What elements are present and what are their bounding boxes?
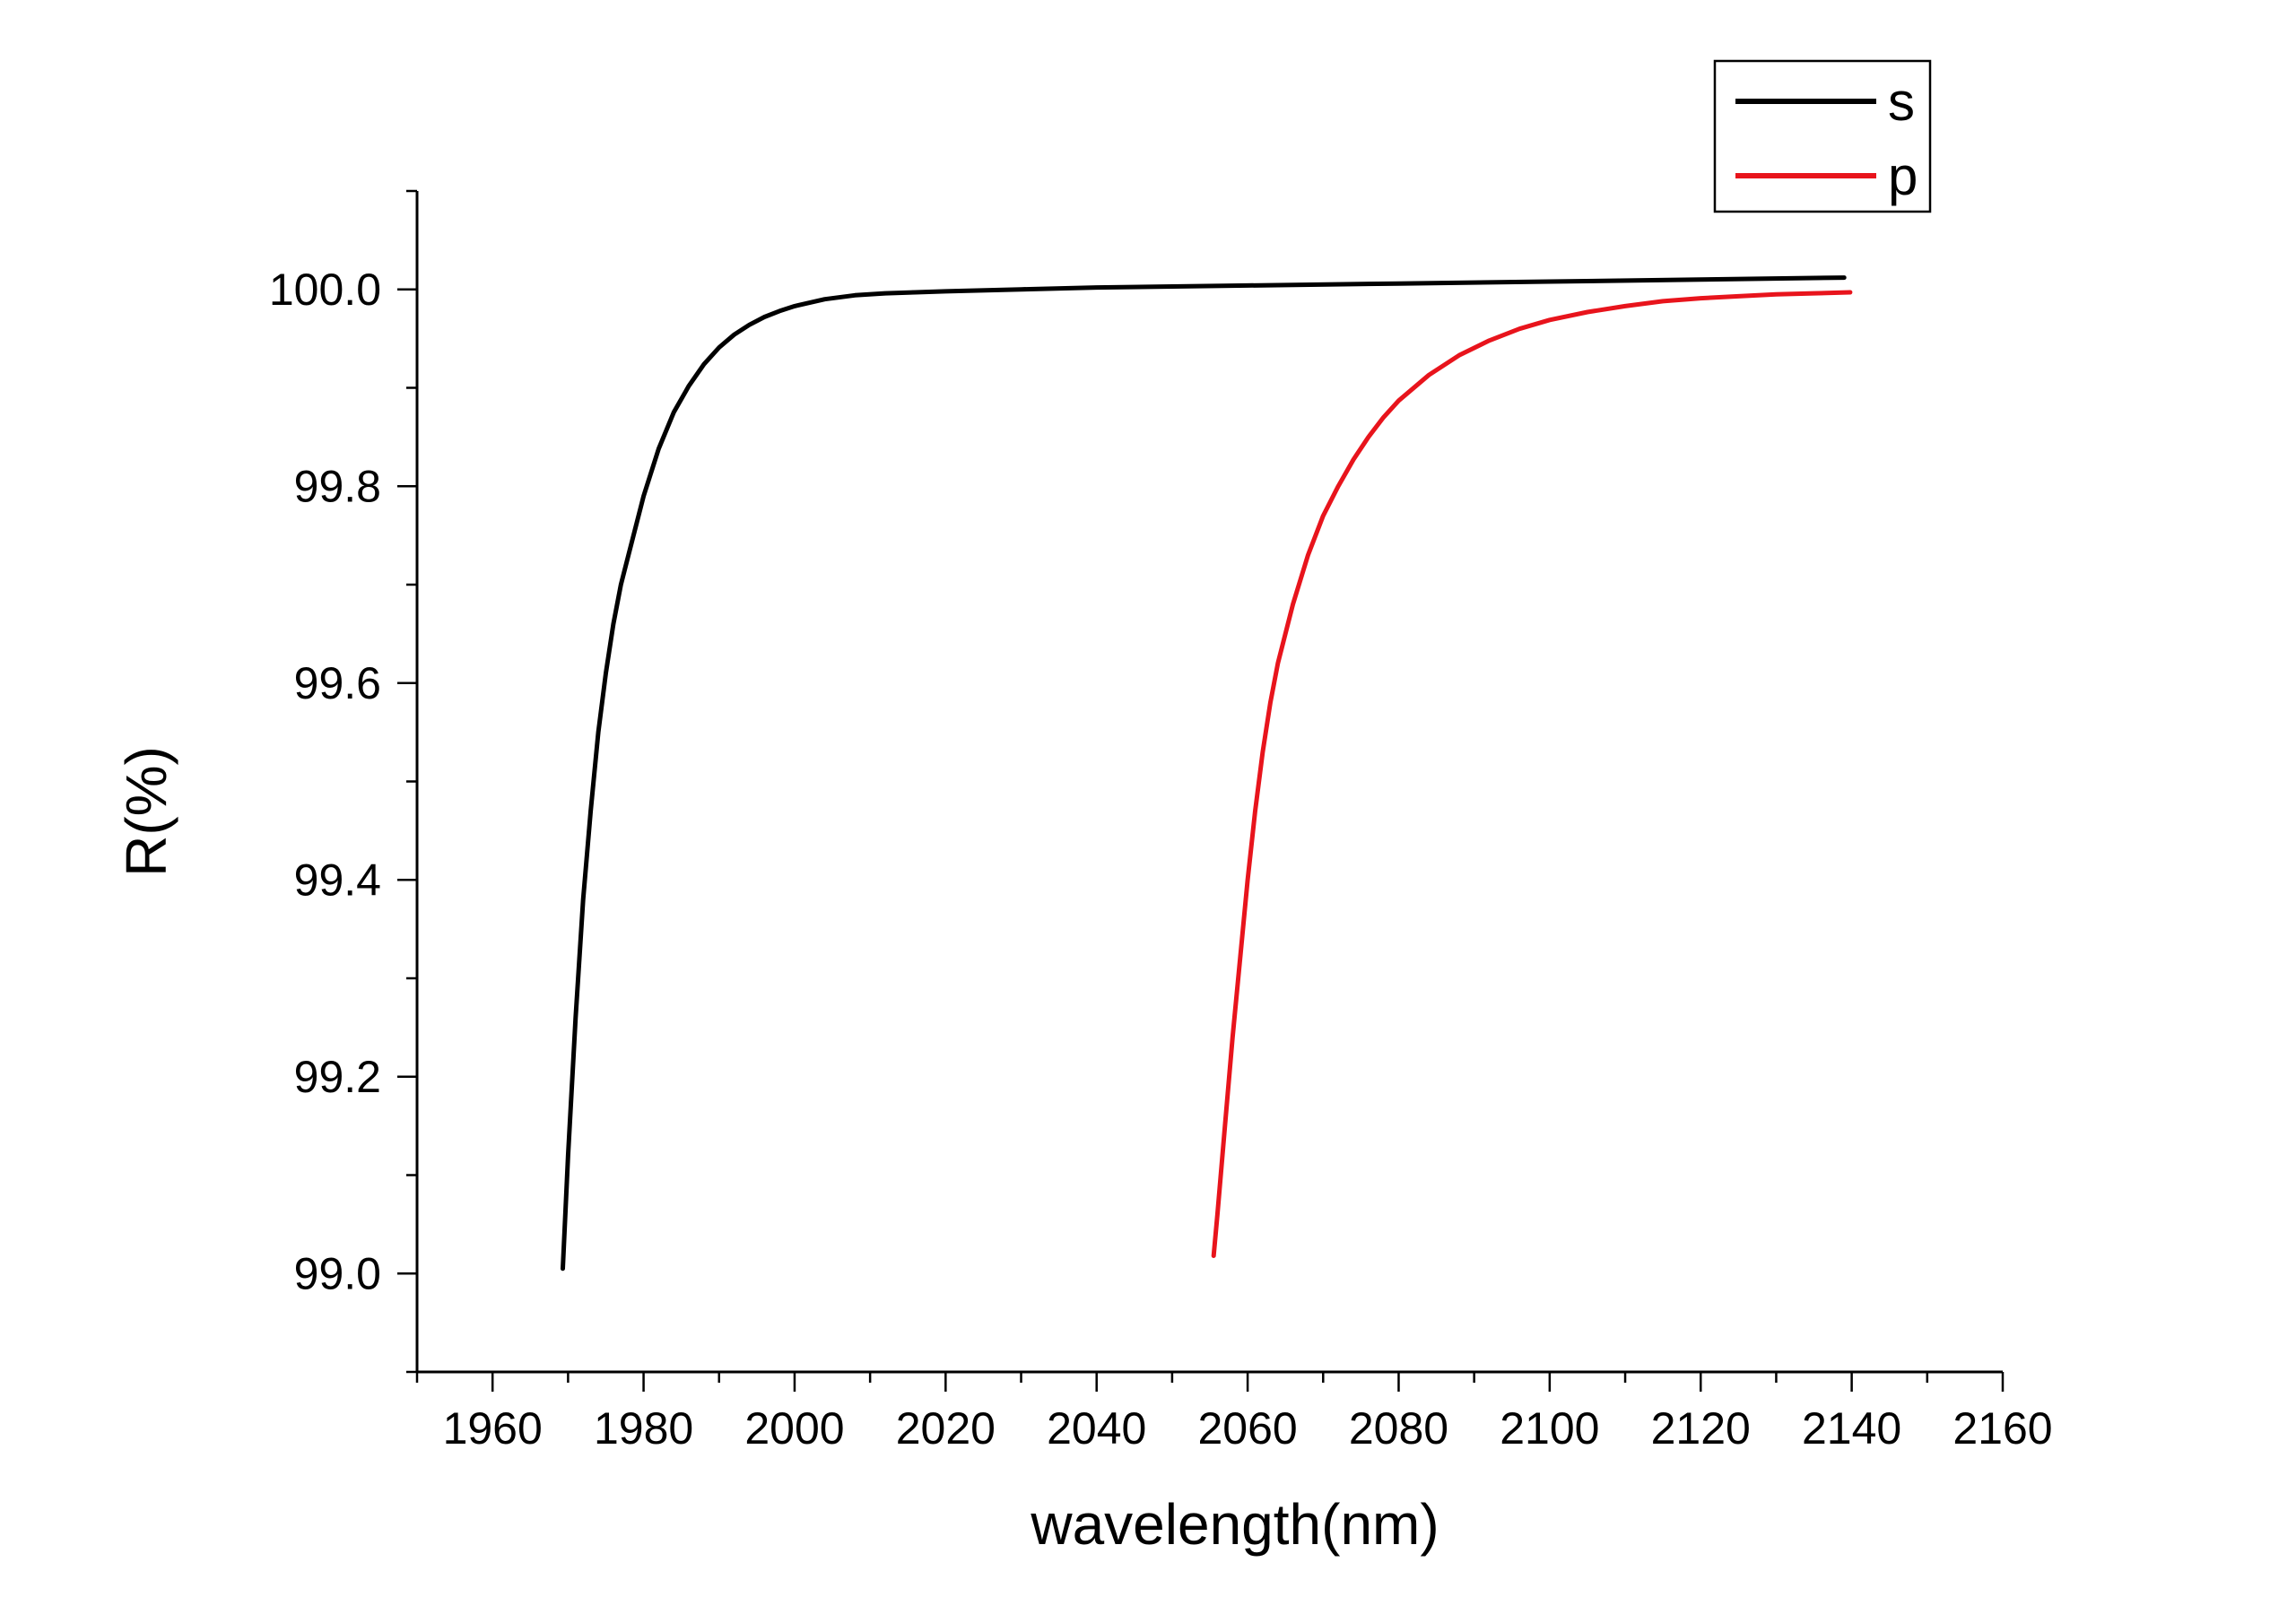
x-tick-label: 2080	[1349, 1403, 1448, 1454]
y-tick-label: 99.8	[294, 461, 381, 511]
legend-label-p: p	[1888, 146, 1918, 206]
y-tick-label: 99.6	[294, 658, 381, 708]
x-tick-label: 1960	[443, 1403, 543, 1454]
x-tick-label: 2120	[1651, 1403, 1751, 1454]
x-tick-label: 2000	[744, 1403, 844, 1454]
y-axis-title: R(%)	[114, 746, 178, 877]
plot-area	[561, 275, 1853, 1271]
x-tick-label: 2160	[1952, 1403, 2052, 1454]
x-tick-label: 2100	[1500, 1403, 1599, 1454]
legend-box	[1713, 59, 1932, 213]
y-tick-label: 100.0	[269, 265, 381, 315]
x-tick-label: 1980	[594, 1403, 693, 1454]
x-axis-title: wavelength(nm)	[1030, 1492, 1439, 1557]
x-tick-label: 2140	[1802, 1403, 1901, 1454]
x-axis-ticks: 1960 1980 2000 2020 2040 2060 2080 2100 2120 2140…	[415, 1372, 2053, 1454]
series-line-p	[1211, 290, 1853, 1258]
x-tick-label: 2060	[1197, 1403, 1297, 1454]
legend: s p	[1713, 59, 1932, 213]
x-tick-label: 2020	[896, 1403, 996, 1454]
series-line-s	[561, 275, 1847, 1271]
legend-label-s: s	[1888, 72, 1915, 132]
y-axis-ticks: 99.0 99.2 99.4 99.6 99.8 100.0	[269, 189, 417, 1374]
y-tick-label: 99.4	[294, 855, 381, 905]
x-tick-label: 2040	[1047, 1403, 1146, 1454]
y-tick-label: 99.2	[294, 1052, 381, 1102]
axes	[415, 191, 2003, 1374]
y-tick-label: 99.0	[294, 1248, 381, 1298]
